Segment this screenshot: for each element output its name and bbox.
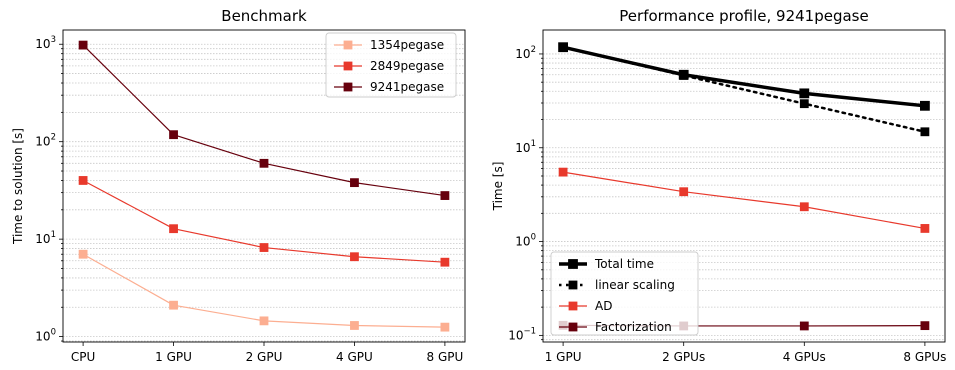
x-axis: 1 GPU 2 GPUs 4 GPUs 8 GPUs — [545, 342, 946, 364]
data-point — [350, 178, 359, 188]
series-line — [561, 45, 927, 108]
data-point — [920, 321, 930, 331]
chart-title: Performance profile, 9241pegase — [619, 7, 868, 25]
legend-box — [325, 32, 457, 98]
series-group — [78, 40, 450, 332]
legend-swatch-marker — [568, 280, 578, 290]
legend-label: Factorization — [595, 320, 672, 334]
plot-frame — [62, 29, 466, 343]
data-point — [169, 224, 178, 234]
legend-swatch-marker — [343, 40, 353, 50]
y-axis-label: Time to solution [s] — [11, 128, 25, 245]
data-point — [679, 187, 689, 197]
legend-label: linear scaling — [595, 278, 675, 292]
x-axis: CPU 1 GPU 2 GPU 4 GPU 8 GPU — [71, 342, 463, 364]
series-line — [562, 171, 926, 230]
data-point — [78, 176, 88, 185]
legend-swatch-marker — [343, 82, 353, 92]
legend-label: 2849pegase — [370, 59, 444, 73]
x-tick-label: 4 GPU — [336, 350, 373, 364]
y-axis: 10−1 100 101 102 — [508, 45, 543, 342]
data-point — [259, 316, 269, 326]
x-tick-label: 1 GPU — [155, 350, 192, 364]
x-tick-label: 1 GPU — [545, 350, 582, 364]
data-point — [440, 191, 450, 200]
legend-label: 9241pegase — [370, 80, 444, 94]
data-point — [350, 321, 359, 330]
series-line — [82, 253, 446, 328]
data-point — [920, 127, 930, 137]
x-tick-label: CPU — [71, 350, 95, 364]
legend-swatch-marker — [343, 61, 353, 71]
legend: Total time linear scaling AD Factorization — [550, 251, 699, 336]
legend: 1354pegase 2849pegase 9241pegase — [325, 32, 457, 98]
y-tick-label: 10−1 — [508, 326, 536, 342]
data-point — [799, 88, 810, 99]
data-point — [350, 252, 359, 262]
data-point — [558, 42, 568, 52]
legend-swatch-marker — [568, 322, 578, 332]
data-point — [259, 158, 269, 168]
data-point — [799, 202, 809, 212]
legend-box — [550, 251, 699, 336]
data-point — [558, 167, 568, 177]
y-tick-label: 102 — [515, 45, 536, 61]
y-tick-label: 101 — [35, 230, 56, 246]
x-tick-label: 8 GPUs — [903, 350, 946, 364]
data-point — [799, 321, 809, 331]
data-point — [78, 40, 88, 50]
data-point — [920, 100, 930, 111]
data-point — [259, 243, 269, 252]
legend-swatch-marker — [568, 301, 578, 311]
legend-label: Total time — [594, 257, 654, 271]
data-point — [440, 257, 450, 267]
y-axis-label: Time [s] — [491, 162, 505, 212]
chart-title: Benchmark — [221, 7, 307, 25]
data-point — [169, 300, 178, 310]
y-axis: 100 101 102 103 — [35, 35, 63, 344]
y-tick-label: 102 — [35, 133, 56, 149]
data-point — [440, 322, 450, 332]
data-point — [799, 99, 809, 109]
y-tick-label: 100 — [515, 233, 536, 249]
series-line — [561, 45, 927, 134]
data-point — [920, 224, 930, 233]
x-tick-label: 2 GPUs — [662, 350, 705, 364]
legend-label: 1354pegase — [370, 38, 444, 52]
x-tick-label: 2 GPU — [246, 350, 283, 364]
plot-frame — [542, 29, 946, 343]
data-point — [78, 249, 88, 259]
chart-panel-2: Performance profile, 9241pegase10−110010… — [491, 7, 946, 364]
y-tick-label: 101 — [515, 139, 536, 155]
chart-panel-1: Benchmark 100 101 102 103 CPU 1 GPU 2 GPU 4 GPU 8… — [11, 7, 466, 364]
grid — [63, 43, 465, 342]
data-point — [169, 130, 178, 140]
legend-label: AD — [595, 299, 612, 313]
y-tick-label: 100 — [35, 328, 56, 344]
x-tick-label: 4 GPUs — [783, 350, 826, 364]
y-tick-label: 103 — [35, 35, 56, 51]
x-tick-label: 8 GPU — [427, 350, 464, 364]
legend-swatch-marker — [568, 259, 578, 269]
data-point — [679, 71, 689, 80]
